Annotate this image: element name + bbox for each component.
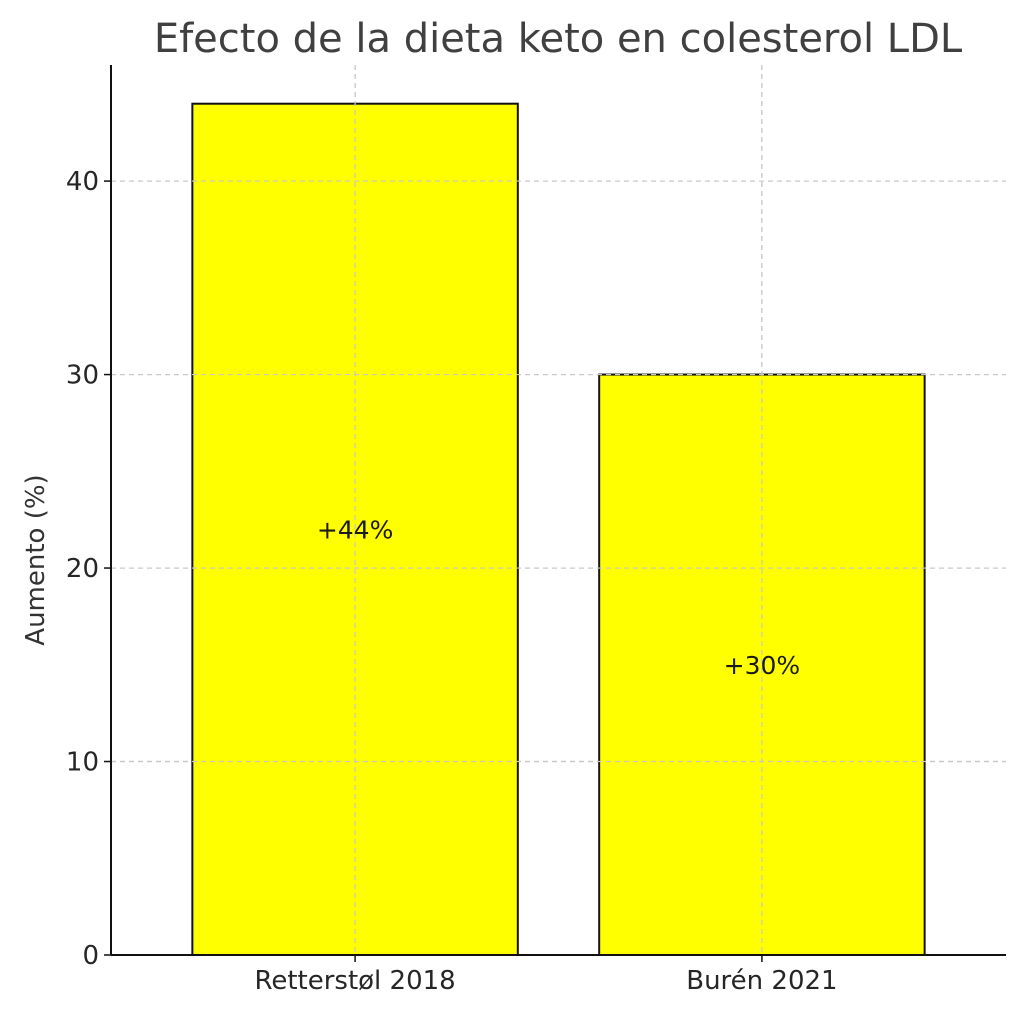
y-tick-label: 30 [66, 361, 99, 391]
y-tick-label: 10 [66, 748, 99, 778]
y-tick-label: 20 [66, 554, 99, 584]
labels: 0 10 20 30 40 Retterstøl 2018 Burén 2021 +44% +3… [66, 167, 838, 996]
x-tick-label: Burén 2021 [686, 966, 837, 996]
data-label-2: +30% [724, 651, 801, 680]
y-tick-label: 0 [82, 941, 99, 971]
x-tick-label: Retterstøl 2018 [254, 966, 455, 996]
chart-title: Efecto de la dieta keto en colesterol LD… [154, 16, 963, 62]
bars [111, 65, 1006, 956]
data-label-1: +44% [317, 515, 394, 544]
y-tick-label: 40 [66, 167, 99, 197]
axes [104, 65, 1006, 962]
y-axis-label: Aumento (%) [21, 474, 51, 645]
